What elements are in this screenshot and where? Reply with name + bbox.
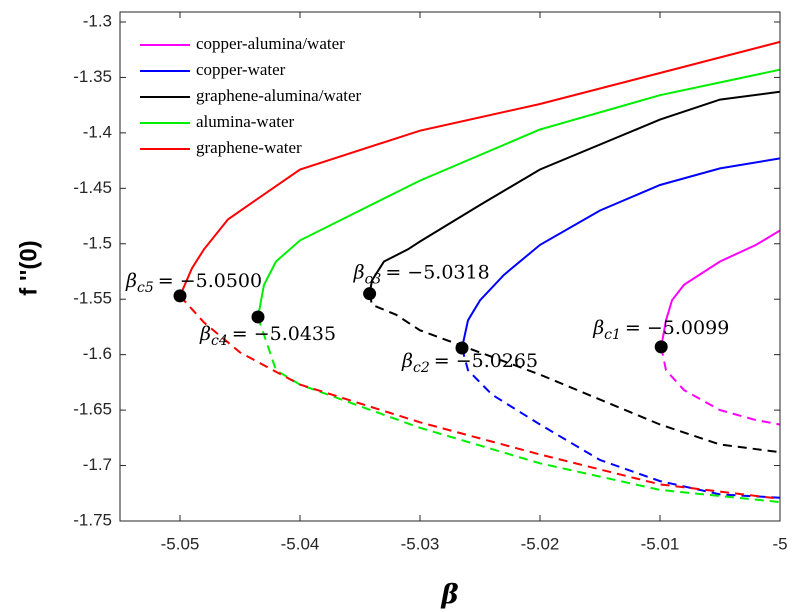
critical-symbol: β (199, 323, 211, 345)
lower-branch (179, 295, 781, 500)
plot-frame (119, 11, 781, 522)
y-tick-label: -1.35 (73, 67, 112, 86)
critical-symbol: β (401, 350, 413, 372)
critical-subscript: c1 (604, 327, 621, 343)
legend-label: alumina-water (196, 112, 295, 131)
x-tick-label: -5.01 (641, 534, 680, 553)
critical-label: βc1 = −5.0099 (592, 317, 729, 343)
y-tick-label: -1.55 (73, 289, 112, 308)
critical-value: = −5.0099 (625, 317, 729, 339)
critical-point (455, 341, 469, 355)
upper-branch (257, 68, 781, 318)
critical-subscript: c2 (413, 360, 430, 376)
y-tick-label: -1.65 (73, 400, 112, 419)
lower-branch (368, 293, 781, 454)
y-tick-label: -1.5 (83, 233, 112, 252)
x-tick-label: -5.03 (401, 534, 440, 553)
critical-value: = −5.0500 (158, 270, 262, 292)
critical-value: = −5.0318 (385, 262, 489, 284)
legend-label: copper-alumina/water (196, 34, 345, 53)
y-tick-label: -1.3 (83, 11, 112, 30)
critical-symbol: β (592, 317, 604, 339)
critical-symbol: β (125, 270, 137, 292)
y-axis-label: f ''(0) (15, 240, 42, 295)
upper-branch (368, 90, 781, 294)
upper-branch (461, 157, 781, 349)
critical-symbol: β (353, 262, 365, 284)
critical-subscript: c5 (137, 280, 154, 296)
x-tick-label: -5.05 (161, 534, 200, 553)
critical-subscript: c4 (211, 333, 228, 349)
legend-label: graphene-alumina/water (196, 86, 362, 105)
x-tick-label: -5.02 (521, 534, 560, 553)
y-tick-label: -1.6 (83, 344, 112, 363)
critical-label: βc5 = −5.0500 (125, 270, 262, 296)
critical-label: βc3 = −5.0318 (353, 262, 490, 288)
lower-branch (257, 316, 781, 504)
legend-label: graphene-water (196, 138, 302, 157)
x-axis-label: β (440, 580, 458, 610)
critical-point (173, 289, 187, 303)
y-tick-label: -1.75 (73, 510, 112, 529)
critical-value: = −5.0265 (434, 350, 538, 372)
lower-branch (660, 346, 781, 426)
critical-value: = −5.0435 (232, 323, 336, 345)
y-tick-label: -1.7 (83, 455, 112, 474)
upper-branch (179, 40, 781, 297)
y-tick-label: -1.45 (73, 178, 112, 197)
x-tick-label: -5.04 (281, 534, 320, 553)
critical-subscript: c3 (365, 272, 382, 288)
legend-label: copper-water (196, 60, 286, 79)
y-tick-label: -1.4 (83, 122, 112, 141)
upper-branch (660, 229, 781, 348)
critical-point (251, 310, 265, 324)
critical-label: βc2 = −5.0265 (401, 350, 538, 376)
critical-label: βc4 = −5.0435 (199, 323, 336, 349)
critical-point (654, 340, 668, 354)
x-tick-label: -5 (772, 534, 787, 553)
critical-point (363, 287, 377, 301)
